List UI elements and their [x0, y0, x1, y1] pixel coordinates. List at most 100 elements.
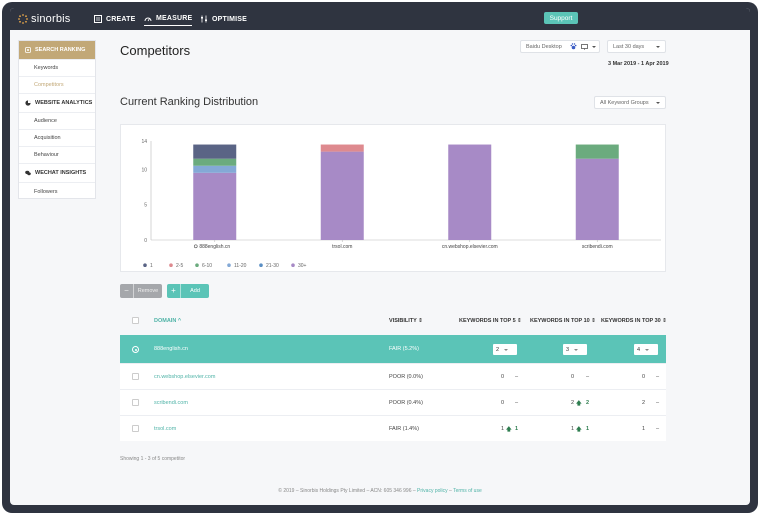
brand-logo[interactable]: sinorbis: [18, 12, 71, 26]
pie-icon: [25, 100, 31, 106]
top30-change: –: [656, 426, 660, 432]
table-row[interactable]: trsol.com FAIR (1.4%) 1 🡅 1 1 🡅 1 1 –: [120, 415, 666, 441]
column-header-top30[interactable]: KEYWORDS IN TOP 30 ⇕: [601, 318, 667, 324]
column-header-visibility[interactable]: VISIBILITY ⇕: [389, 318, 423, 324]
search-engine-select[interactable]: Baidu Desktop: [520, 40, 600, 53]
sidebar-item-audience[interactable]: Audience: [19, 113, 95, 130]
column-header-label: KEYWORDS IN TOP 5: [459, 318, 516, 324]
top5-value: 2: [496, 346, 500, 353]
terms-of-use-link[interactable]: Terms of use: [453, 488, 482, 494]
pagination-summary: Showing 1 - 3 of 5 competitor: [120, 456, 186, 462]
x-tick-label: trsol.com: [332, 244, 352, 250]
sidebar-item-followers[interactable]: Followers: [34, 188, 58, 195]
legend-label: 11-20: [234, 263, 247, 269]
nav-create[interactable]: CREATE: [94, 13, 135, 25]
nav-measure-label: MEASURE: [156, 15, 193, 22]
top30-value: 2: [642, 400, 646, 406]
keyword-groups-select[interactable]: All Keyword Groups: [594, 96, 666, 109]
app-screen: sinorbis CREATE MEASURE OPTIMISE Support…: [10, 8, 750, 505]
sidebar-heading-wechat-insights[interactable]: WECHAT INSIGHTS: [19, 164, 95, 183]
domain-link[interactable]: cn.webshop.elsevier.com: [154, 374, 216, 380]
sidebar-item-keywords[interactable]: Keywords: [19, 60, 95, 77]
chevron-down-icon: [504, 348, 509, 351]
add-button[interactable]: + Add: [167, 284, 209, 298]
bar-segment: [575, 144, 619, 159]
legend-marker: [259, 263, 263, 267]
footer-separator: –: [449, 488, 452, 494]
domain-link[interactable]: scribendi.com: [154, 400, 188, 406]
bar-segment: [193, 158, 237, 166]
top30-value: 4: [637, 346, 641, 353]
section-title: Current Ranking Distribution: [120, 96, 259, 108]
domain-link[interactable]: trsol.com: [154, 426, 177, 432]
nav-measure[interactable]: MEASURE: [144, 13, 193, 26]
domain-link[interactable]: 888english.cn: [154, 346, 188, 352]
minus-icon: −: [120, 284, 134, 298]
visibility-value: FAIR (5.2%): [389, 346, 419, 352]
support-button[interactable]: Support: [544, 12, 578, 24]
baidu-paw-icon: [570, 43, 577, 50]
privacy-policy-link[interactable]: Privacy policy: [417, 488, 448, 494]
sidebar-item-competitors[interactable]: Competitors: [19, 77, 95, 94]
brand-name: sinorbis: [31, 13, 71, 25]
measure-icon: [144, 17, 152, 21]
y-tick-label: 10: [141, 167, 147, 173]
plus-icon: +: [167, 284, 181, 298]
row-checkbox[interactable]: [132, 373, 139, 380]
chevron-down-icon: [591, 45, 596, 48]
nav-create-label: CREATE: [106, 15, 136, 23]
bar-segment: [448, 144, 492, 240]
sidebar-item-acquisition[interactable]: Acquisition: [19, 130, 95, 147]
legend-marker: [169, 263, 173, 267]
remove-button-label: Remove: [137, 288, 159, 294]
row-checkbox[interactable]: [132, 399, 139, 406]
visibility-value: POOR (0.0%): [389, 374, 423, 380]
x-tick-label: 888english.cn: [199, 244, 230, 250]
selected-domain-marker-icon: [193, 244, 198, 249]
footer: © 2019 – Sinorbis Holdings Pty Limited –…: [10, 488, 750, 494]
column-header-top5[interactable]: KEYWORDS IN TOP 5 ⇕: [459, 318, 522, 324]
remove-button[interactable]: − Remove: [120, 284, 162, 298]
bar-segment: [320, 144, 364, 152]
top30-select[interactable]: 4: [634, 344, 658, 355]
ranking-distribution-chart: 0 5 10 14 888english.cn trsol.com cn.webshop.e…: [120, 124, 666, 272]
column-header-domain[interactable]: DOMAIN ^: [154, 318, 182, 324]
search-ranking-icon: [25, 47, 31, 53]
page-title: Competitors: [120, 43, 191, 58]
chevron-down-icon: [656, 45, 660, 48]
footer-text: © 2019 – Sinorbis Holdings Pty Limited –…: [278, 488, 416, 494]
wechat-icon: [25, 170, 31, 176]
select-all-checkbox[interactable]: [132, 317, 139, 324]
table-row[interactable]: cn.webshop.elsevier.com POOR (0.0%) 0 – …: [120, 363, 666, 389]
top5-change: –: [515, 400, 519, 406]
sidebar-heading-search-ranking[interactable]: SEARCH RANKING: [19, 41, 95, 60]
sidebar-heading-website-analytics[interactable]: WEBSITE ANALYTICS: [19, 94, 95, 113]
legend-marker: [227, 263, 231, 267]
top10-change: 2: [586, 400, 590, 406]
top10-value: 3: [566, 346, 570, 353]
sidebar-heading-label: WECHAT INSIGHTS: [35, 170, 87, 176]
legend-label: 6-10: [202, 263, 212, 269]
top10-value: 2: [571, 400, 575, 406]
table-row[interactable]: 888english.cn FAIR (5.2%) 2 3 4: [120, 335, 666, 363]
desktop-icon: [580, 43, 588, 50]
nav-optimise[interactable]: OPTIMISE: [200, 13, 247, 25]
column-header-label: VISIBILITY: [389, 318, 417, 324]
y-tick-label: 0: [144, 238, 147, 244]
top5-select[interactable]: 2: [493, 344, 517, 355]
arrow-up-icon: 🡅: [576, 401, 582, 407]
y-tick-label: 14: [141, 139, 147, 145]
arrow-up-icon: 🡅: [576, 427, 582, 433]
top30-value: 1: [642, 426, 646, 432]
sidebar-item-behaviour[interactable]: Behaviour: [19, 147, 95, 164]
table-row[interactable]: scribendi.com POOR (0.4%) 0 – 2 🡅 2 2 –: [120, 389, 666, 415]
row-radio[interactable]: [132, 346, 139, 353]
legend-label: 30+: [298, 263, 307, 269]
top10-select[interactable]: 3: [563, 344, 587, 355]
period-select[interactable]: Last 30 days: [607, 40, 666, 53]
search-engine-value: Baidu Desktop: [526, 43, 562, 50]
row-checkbox[interactable]: [132, 425, 139, 432]
column-header-label: KEYWORDS IN TOP 10: [530, 318, 590, 324]
column-header-top10[interactable]: KEYWORDS IN TOP 10 ⇕: [530, 318, 596, 324]
column-header-label: KEYWORDS IN TOP 30: [601, 318, 661, 324]
